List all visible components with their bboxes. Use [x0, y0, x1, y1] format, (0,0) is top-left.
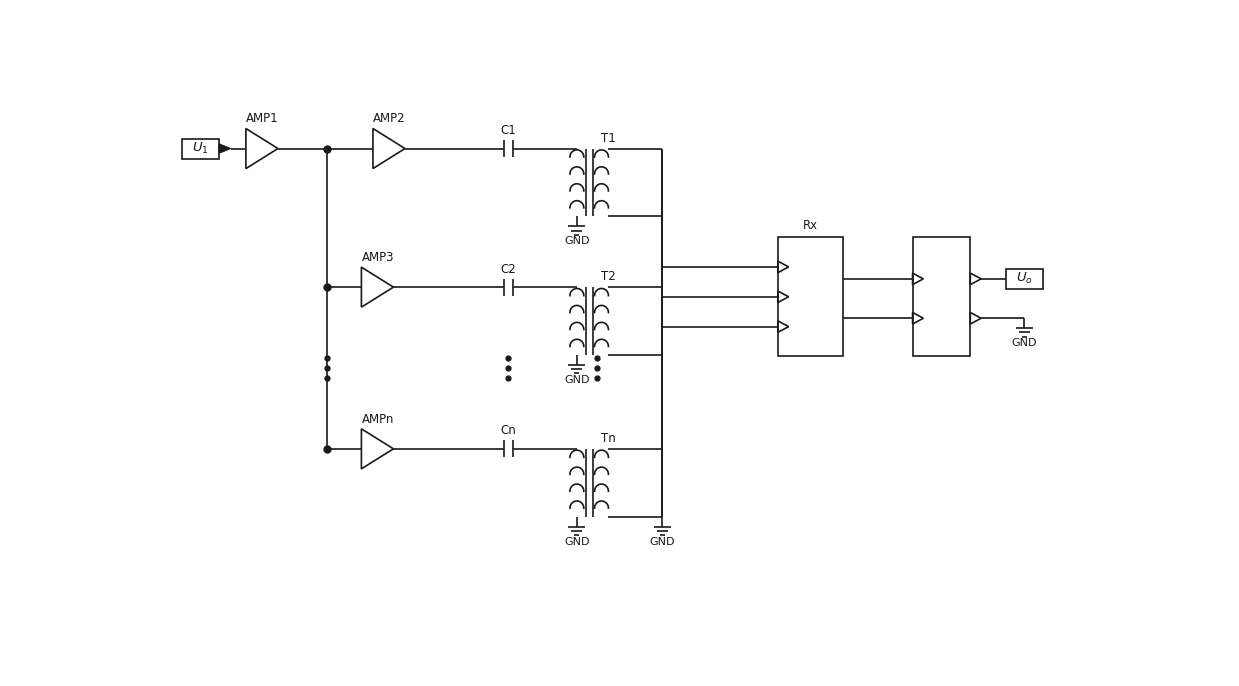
Text: GND: GND — [564, 375, 590, 385]
Text: $U_o$: $U_o$ — [1016, 271, 1032, 287]
Text: Tn: Tn — [601, 432, 616, 445]
Polygon shape — [219, 143, 232, 154]
Text: T2: T2 — [601, 270, 616, 283]
Text: Rx: Rx — [803, 220, 818, 233]
Text: AMP1: AMP1 — [245, 113, 279, 126]
Text: GND: GND — [564, 236, 590, 246]
Text: GND: GND — [564, 536, 590, 547]
Text: GND: GND — [649, 536, 675, 547]
Text: AMP2: AMP2 — [373, 113, 405, 126]
Text: Cn: Cn — [501, 424, 517, 437]
Text: GND: GND — [1011, 338, 1037, 348]
Text: AMPn: AMPn — [362, 413, 394, 426]
Text: AMP3: AMP3 — [362, 251, 394, 264]
Text: $U_1$: $U_1$ — [192, 141, 208, 156]
Text: C2: C2 — [501, 263, 517, 276]
Text: C1: C1 — [501, 124, 517, 137]
Text: T1: T1 — [601, 132, 616, 145]
